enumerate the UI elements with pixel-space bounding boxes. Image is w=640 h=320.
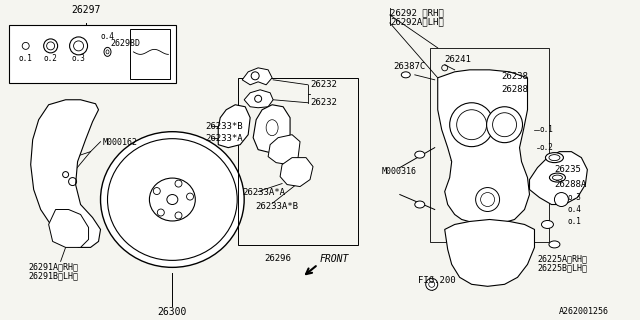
Polygon shape (242, 68, 272, 85)
Circle shape (457, 110, 486, 140)
Text: FRONT: FRONT (320, 254, 349, 264)
Text: 26297: 26297 (71, 5, 100, 15)
Ellipse shape (100, 132, 244, 268)
Ellipse shape (415, 201, 425, 208)
Polygon shape (268, 135, 300, 164)
Ellipse shape (550, 173, 565, 182)
Bar (238, 78, 358, 245)
Text: o.1: o.1 (540, 125, 554, 134)
Polygon shape (244, 90, 273, 108)
Text: 26232: 26232 (310, 80, 337, 89)
Ellipse shape (167, 195, 178, 204)
Text: o.1: o.1 (568, 217, 581, 226)
Text: 26288: 26288 (502, 85, 529, 94)
Text: o.3: o.3 (72, 54, 86, 63)
Polygon shape (31, 100, 100, 247)
Text: o.1: o.1 (19, 54, 33, 63)
Circle shape (486, 107, 522, 143)
Text: 26291B〈LH〉: 26291B〈LH〉 (29, 271, 79, 280)
Polygon shape (253, 105, 290, 153)
Text: o.2: o.2 (540, 143, 554, 152)
Text: 26233*A: 26233*A (205, 134, 243, 143)
Ellipse shape (401, 72, 410, 78)
Text: M000162: M000162 (102, 138, 138, 147)
Text: 26238: 26238 (502, 72, 529, 81)
Text: 26288A: 26288A (554, 180, 587, 188)
Text: 26225A〈RH〉: 26225A〈RH〉 (538, 254, 588, 263)
Ellipse shape (545, 153, 563, 163)
Ellipse shape (541, 220, 554, 228)
Circle shape (426, 278, 438, 290)
Ellipse shape (415, 151, 425, 158)
Text: 26241: 26241 (445, 55, 472, 64)
Text: 26292A〈LH〉: 26292A〈LH〉 (390, 17, 444, 26)
Text: 26387C: 26387C (393, 62, 425, 71)
Text: 26225B〈LH〉: 26225B〈LH〉 (538, 263, 588, 272)
Text: A262001256: A262001256 (559, 307, 609, 316)
Text: 26296: 26296 (265, 254, 292, 263)
Ellipse shape (108, 139, 237, 260)
Circle shape (481, 193, 495, 206)
Ellipse shape (549, 241, 560, 248)
Text: FIG.200: FIG.200 (418, 276, 456, 285)
Polygon shape (438, 70, 529, 224)
Polygon shape (529, 152, 588, 204)
Text: 26233A*A: 26233A*A (242, 188, 285, 196)
Circle shape (476, 188, 500, 212)
Text: 26300: 26300 (157, 307, 187, 317)
Bar (131, 29, 170, 79)
Ellipse shape (149, 178, 195, 221)
Polygon shape (280, 158, 313, 187)
Text: 26233*B: 26233*B (205, 122, 243, 131)
Circle shape (450, 103, 493, 147)
Polygon shape (49, 210, 88, 247)
Ellipse shape (552, 175, 563, 180)
Text: M000316: M000316 (382, 167, 417, 176)
Text: o.3: o.3 (568, 193, 581, 202)
Text: 26233A*B: 26233A*B (255, 202, 298, 211)
Circle shape (493, 113, 516, 137)
Text: o.4: o.4 (100, 32, 115, 41)
Polygon shape (218, 105, 250, 148)
Polygon shape (445, 220, 534, 286)
Bar (9, 25, 177, 83)
Text: 26235: 26235 (554, 164, 581, 174)
Text: 26292 〈RH〉: 26292 〈RH〉 (390, 8, 444, 17)
Ellipse shape (549, 155, 560, 161)
Bar (429, 48, 550, 243)
Text: o.2: o.2 (44, 54, 58, 63)
Text: 26232: 26232 (310, 98, 337, 107)
Text: 26291A〈RH〉: 26291A〈RH〉 (29, 262, 79, 271)
Circle shape (429, 281, 435, 287)
Text: o.4: o.4 (568, 205, 581, 214)
Circle shape (554, 193, 568, 206)
Text: 26298D: 26298D (111, 39, 141, 48)
